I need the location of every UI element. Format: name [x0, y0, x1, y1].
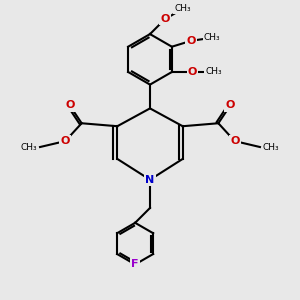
- Text: F: F: [131, 260, 139, 269]
- Text: O: O: [226, 100, 235, 110]
- Text: O: O: [65, 100, 74, 110]
- Text: O: O: [188, 67, 197, 77]
- Text: O: O: [187, 36, 196, 46]
- Text: CH₃: CH₃: [205, 68, 222, 76]
- Text: CH₃: CH₃: [204, 33, 220, 42]
- Text: CH₃: CH₃: [263, 142, 280, 152]
- Text: O: O: [230, 136, 239, 146]
- Text: CH₃: CH₃: [20, 142, 37, 152]
- Text: N: N: [146, 175, 154, 185]
- Text: O: O: [61, 136, 70, 146]
- Text: CH₃: CH₃: [174, 4, 191, 13]
- Text: O: O: [160, 14, 170, 24]
